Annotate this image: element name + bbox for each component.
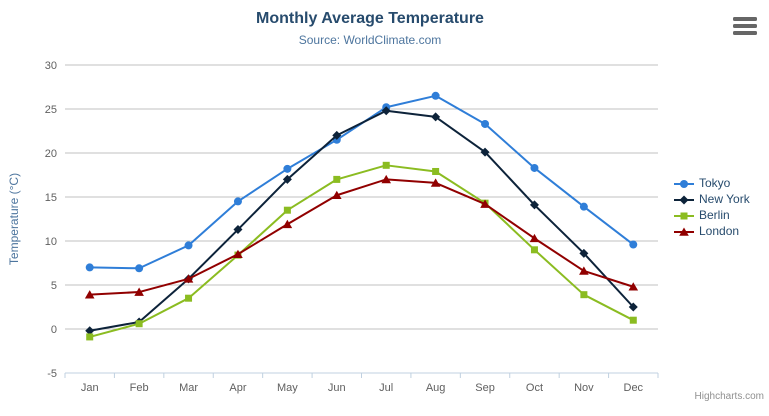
data-point-berlin-oct[interactable] (530, 246, 538, 254)
data-point-new-york-oct[interactable] (529, 200, 539, 210)
data-point-london-mar[interactable] (183, 274, 194, 283)
data-point-london-may[interactable] (282, 219, 293, 229)
y-axis-label-15: 15 (45, 192, 57, 204)
data-point-new-york-nov[interactable] (579, 248, 589, 258)
data-point-london-sep[interactable] (480, 199, 490, 208)
circle-legend-icon (674, 179, 694, 188)
data-point-new-york-apr[interactable] (233, 225, 243, 235)
square-legend-icon (674, 212, 694, 219)
y-axis-label--5: -5 (47, 368, 57, 380)
legend-label: Berlin (699, 208, 730, 222)
data-point-new-york-dec[interactable] (628, 302, 638, 312)
data-point-berlin-jun[interactable] (333, 175, 341, 183)
legend-label: New York (699, 192, 750, 206)
export-menu-button[interactable] (733, 17, 757, 35)
legend-label: Tokyo (699, 176, 731, 190)
data-point-tokyo-aug[interactable] (431, 91, 440, 100)
x-axis-label-nov: Nov (574, 382, 594, 394)
legend-item-berlin[interactable]: Berlin (674, 209, 750, 222)
x-axis-label-jan: Jan (81, 382, 99, 394)
data-point-tokyo-dec[interactable] (629, 240, 638, 249)
diamond-legend-icon (674, 195, 694, 204)
y-axis-label-25: 25 (45, 104, 57, 116)
data-point-tokyo-apr[interactable] (233, 197, 242, 206)
x-axis-label-jul: Jul (379, 382, 393, 394)
data-point-tokyo-oct[interactable] (530, 163, 539, 172)
data-point-new-york-aug[interactable] (431, 112, 441, 122)
y-axis-label-0: 0 (51, 324, 57, 336)
x-axis-label-jun: Jun (328, 382, 346, 394)
y-axis-label-10: 10 (45, 236, 57, 248)
legend: Tokyo New York Berlin London (674, 177, 750, 238)
data-point-london-jun[interactable] (331, 190, 342, 200)
data-point-tokyo-mar[interactable] (184, 241, 193, 250)
data-point-tokyo-nov[interactable] (579, 202, 588, 211)
series-line-new-york[interactable] (88, 109, 635, 332)
y-axis-label-5: 5 (51, 280, 57, 292)
x-axis-label-oct: Oct (526, 382, 543, 394)
data-point-berlin-jan[interactable] (86, 333, 94, 341)
data-point-berlin-dec[interactable] (629, 316, 637, 324)
x-axis-label-dec: Dec (624, 382, 644, 394)
legend-item-london[interactable]: London (674, 225, 750, 238)
data-point-london-oct[interactable] (529, 233, 540, 243)
hamburger-icon (733, 24, 757, 28)
legend-item-tokyo[interactable]: Tokyo (674, 177, 750, 190)
data-point-new-york-may[interactable] (282, 174, 292, 184)
y-axis-label-30: 30 (45, 60, 57, 72)
legend-label: London (699, 224, 740, 238)
x-axis-label-mar: Mar (179, 382, 198, 394)
data-point-berlin-aug[interactable] (432, 167, 440, 175)
data-point-new-york-jan[interactable] (85, 326, 95, 336)
x-axis-label-apr: Apr (229, 382, 246, 394)
x-axis-label-may: May (277, 382, 298, 394)
credits-link[interactable]: Highcharts.com (694, 391, 764, 402)
data-point-berlin-feb[interactable] (135, 320, 143, 328)
data-point-tokyo-jan[interactable] (85, 263, 94, 272)
y-axis-label-20: 20 (45, 148, 57, 160)
data-point-berlin-jul[interactable] (382, 161, 390, 169)
series-line-berlin[interactable] (88, 164, 635, 338)
data-point-tokyo-feb[interactable] (135, 264, 144, 273)
data-point-berlin-may[interactable] (283, 206, 291, 214)
hamburger-icon (733, 31, 757, 35)
x-axis-label-sep: Sep (475, 382, 495, 394)
series-line-london[interactable] (88, 178, 635, 296)
data-point-london-jul[interactable] (381, 174, 392, 184)
series-line-tokyo[interactable] (88, 94, 635, 270)
data-point-berlin-mar[interactable] (185, 294, 193, 302)
data-point-tokyo-may[interactable] (283, 164, 292, 173)
data-point-berlin-nov[interactable] (580, 291, 588, 299)
x-axis-label-aug: Aug (426, 382, 446, 394)
data-point-new-york-sep[interactable] (480, 147, 490, 157)
chart-title: Monthly Average Temperature (256, 10, 484, 27)
data-point-new-york-jul[interactable] (381, 106, 391, 116)
data-point-tokyo-sep[interactable] (481, 119, 490, 128)
data-point-london-feb[interactable] (134, 287, 144, 296)
data-point-new-york-jun[interactable] (332, 130, 342, 140)
data-point-london-apr[interactable] (233, 249, 243, 258)
x-axis-label-feb: Feb (130, 382, 149, 394)
triangle-legend-icon (674, 227, 694, 236)
chart-subtitle: Source: WorldClimate.com (298, 33, 442, 47)
legend-item-new-york[interactable]: New York (674, 193, 750, 206)
hamburger-icon (733, 17, 757, 21)
data-point-london-dec[interactable] (628, 282, 639, 291)
data-point-london-nov[interactable] (579, 266, 589, 275)
data-point-london-aug[interactable] (430, 178, 441, 187)
data-point-london-jan[interactable] (84, 290, 95, 299)
